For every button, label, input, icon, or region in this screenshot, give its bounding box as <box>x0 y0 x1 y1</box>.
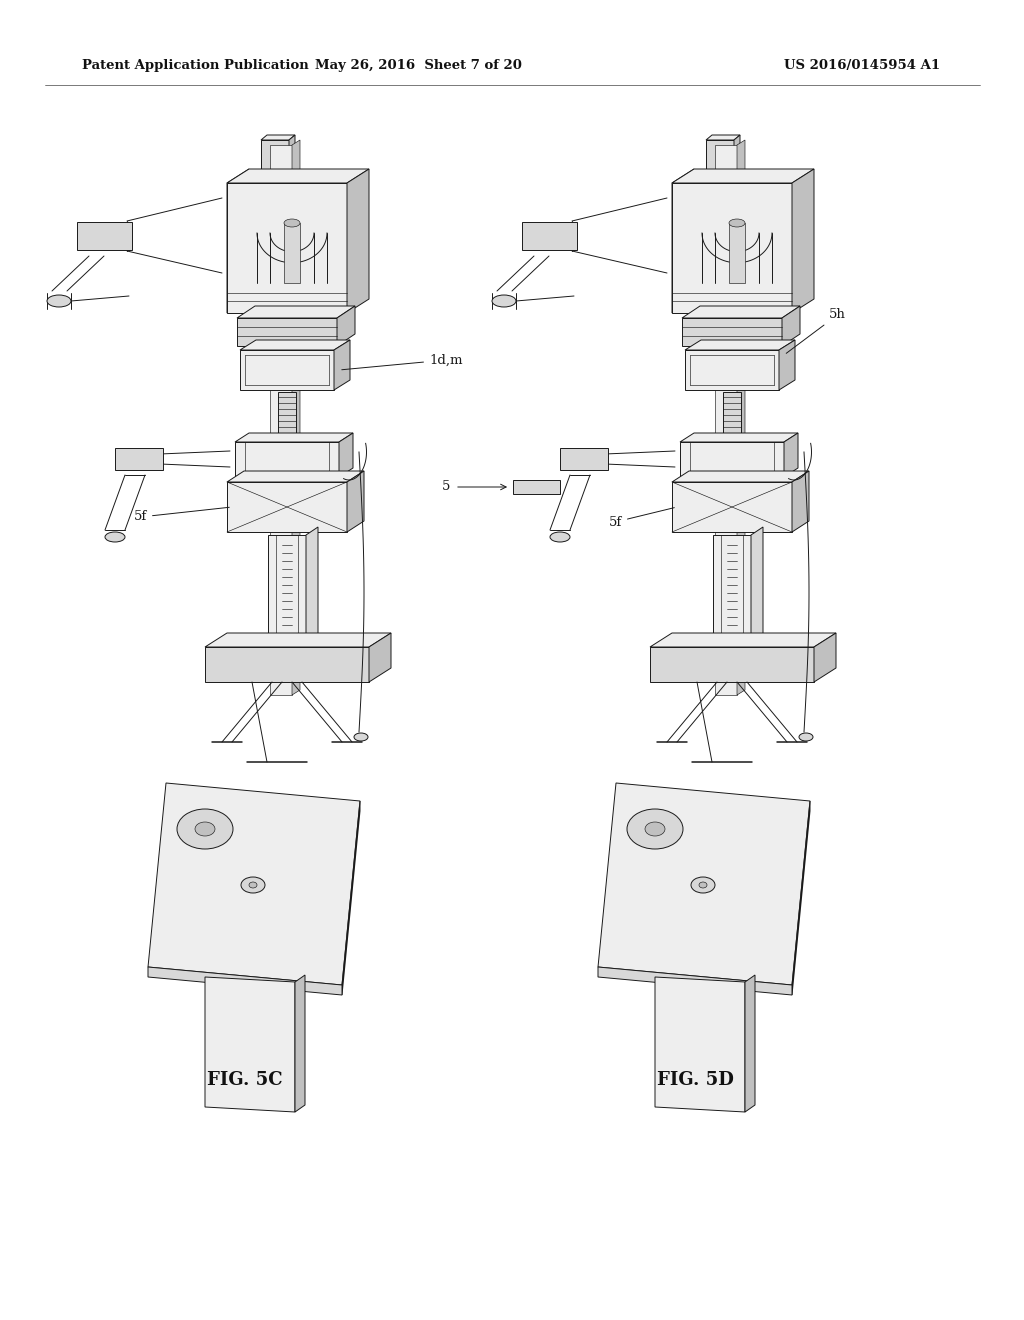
Polygon shape <box>77 222 132 249</box>
Polygon shape <box>234 442 339 477</box>
Polygon shape <box>706 135 740 140</box>
Polygon shape <box>347 471 364 532</box>
Polygon shape <box>306 527 318 645</box>
Polygon shape <box>347 169 369 313</box>
Polygon shape <box>227 471 364 482</box>
Text: Patent Application Publication: Patent Application Publication <box>82 58 309 71</box>
Polygon shape <box>792 801 810 995</box>
Polygon shape <box>723 392 741 437</box>
Polygon shape <box>734 135 740 180</box>
Polygon shape <box>672 169 694 313</box>
Polygon shape <box>237 318 337 346</box>
Polygon shape <box>295 975 305 1111</box>
Polygon shape <box>784 433 798 477</box>
Polygon shape <box>227 169 369 183</box>
Polygon shape <box>672 169 814 183</box>
Polygon shape <box>598 783 810 985</box>
Polygon shape <box>261 135 295 140</box>
Polygon shape <box>751 527 763 645</box>
Polygon shape <box>672 183 792 313</box>
Polygon shape <box>268 535 306 645</box>
Polygon shape <box>270 145 292 696</box>
Ellipse shape <box>729 219 745 227</box>
Polygon shape <box>672 482 792 532</box>
Ellipse shape <box>47 294 71 308</box>
Text: US 2016/0145954 A1: US 2016/0145954 A1 <box>784 58 940 71</box>
Polygon shape <box>513 480 560 494</box>
Text: 5: 5 <box>441 480 450 494</box>
Text: 5h: 5h <box>786 309 846 354</box>
Polygon shape <box>522 222 577 249</box>
Ellipse shape <box>550 532 570 543</box>
Polygon shape <box>148 968 342 995</box>
Polygon shape <box>706 140 734 180</box>
Polygon shape <box>672 471 809 482</box>
Polygon shape <box>237 306 355 318</box>
Polygon shape <box>779 341 795 389</box>
Ellipse shape <box>799 733 813 741</box>
Polygon shape <box>745 975 755 1111</box>
Polygon shape <box>227 169 249 313</box>
Polygon shape <box>278 392 296 437</box>
Polygon shape <box>334 341 350 389</box>
Polygon shape <box>339 433 353 477</box>
Ellipse shape <box>354 733 368 741</box>
Polygon shape <box>292 140 300 696</box>
Text: 1d,m: 1d,m <box>342 354 463 370</box>
Polygon shape <box>680 442 784 477</box>
Polygon shape <box>729 223 745 282</box>
Ellipse shape <box>195 822 215 836</box>
Polygon shape <box>782 306 800 346</box>
Polygon shape <box>115 447 163 470</box>
Polygon shape <box>148 783 360 985</box>
Polygon shape <box>814 634 836 682</box>
Polygon shape <box>205 977 295 1111</box>
Polygon shape <box>792 169 814 313</box>
Ellipse shape <box>249 882 257 888</box>
Polygon shape <box>369 634 391 682</box>
Polygon shape <box>650 634 836 647</box>
Text: FIG. 5C: FIG. 5C <box>207 1071 283 1089</box>
Polygon shape <box>342 801 360 995</box>
Polygon shape <box>792 471 809 532</box>
Ellipse shape <box>284 219 300 227</box>
Ellipse shape <box>627 809 683 849</box>
Polygon shape <box>261 140 289 180</box>
Text: FIG. 5D: FIG. 5D <box>656 1071 733 1089</box>
Polygon shape <box>682 306 800 318</box>
Polygon shape <box>655 977 745 1111</box>
Ellipse shape <box>699 882 707 888</box>
Ellipse shape <box>645 822 665 836</box>
Ellipse shape <box>105 532 125 543</box>
Polygon shape <box>650 647 814 682</box>
Ellipse shape <box>177 809 233 849</box>
Polygon shape <box>682 318 782 346</box>
Ellipse shape <box>241 876 265 894</box>
Polygon shape <box>227 482 347 532</box>
Ellipse shape <box>691 876 715 894</box>
Polygon shape <box>680 433 798 442</box>
Polygon shape <box>240 341 350 350</box>
Polygon shape <box>284 223 300 282</box>
Ellipse shape <box>492 294 516 308</box>
Polygon shape <box>227 183 347 313</box>
Polygon shape <box>289 135 295 180</box>
Polygon shape <box>205 634 391 647</box>
Polygon shape <box>205 647 369 682</box>
Polygon shape <box>240 350 334 389</box>
Polygon shape <box>337 306 355 346</box>
Polygon shape <box>715 145 737 696</box>
Polygon shape <box>560 447 608 470</box>
Polygon shape <box>234 433 353 442</box>
Polygon shape <box>713 535 751 645</box>
Polygon shape <box>685 350 779 389</box>
Text: 5f: 5f <box>134 507 229 524</box>
Polygon shape <box>685 341 795 350</box>
Polygon shape <box>737 140 745 696</box>
Text: 5f: 5f <box>608 508 674 528</box>
Polygon shape <box>598 968 792 995</box>
Text: May 26, 2016  Sheet 7 of 20: May 26, 2016 Sheet 7 of 20 <box>314 58 521 71</box>
